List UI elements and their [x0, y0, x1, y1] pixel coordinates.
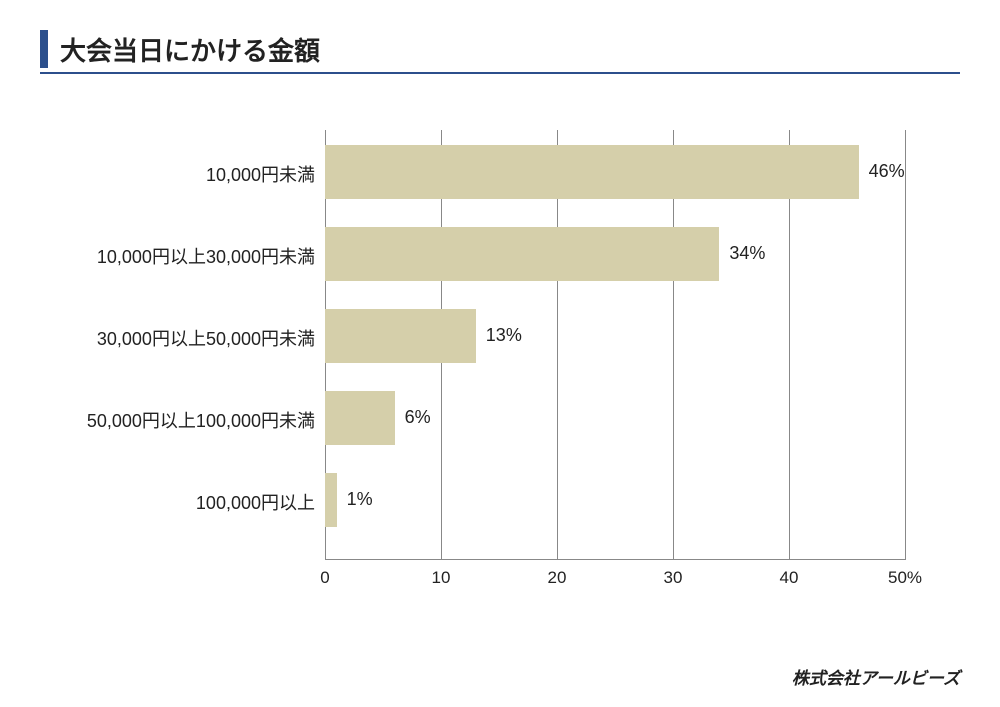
bar-value: 13%: [486, 325, 522, 346]
bar: [325, 227, 719, 281]
footer-company: 株式会社アールビーズ: [792, 664, 960, 689]
x-axis: [325, 559, 905, 560]
x-tick-label: 0: [320, 568, 329, 588]
gridline: [905, 130, 906, 560]
bar-label: 30,000円以上50,000円未満: [65, 325, 315, 351]
x-tick-label: 20: [548, 568, 567, 588]
bar-value: 6%: [405, 407, 431, 428]
x-tick-label: 40: [780, 568, 799, 588]
plot-area: 10,000円未満46%10,000円以上30,000円未満34%30,000円…: [325, 130, 905, 560]
bar-value: 34%: [729, 243, 765, 264]
bar-value: 46%: [869, 161, 905, 182]
bar-label: 100,000円以上: [65, 489, 315, 515]
bar-value: 1%: [347, 489, 373, 510]
x-tick-label: 30: [664, 568, 683, 588]
bar-label: 10,000円以上30,000円未満: [65, 243, 315, 269]
bar-label: 50,000円以上100,000円未満: [65, 407, 315, 433]
x-tick-label: 10: [432, 568, 451, 588]
bar-label: 10,000円未満: [65, 161, 315, 187]
page-title: 大会当日にかける金額: [60, 31, 320, 68]
title-underline: [40, 72, 960, 74]
title-bar: 大会当日にかける金額: [40, 30, 320, 68]
bar: [325, 309, 476, 363]
bar: [325, 473, 337, 527]
x-tick-label: 50%: [888, 568, 922, 588]
chart: 10,000円未満46%10,000円以上30,000円未満34%30,000円…: [70, 130, 940, 600]
bar: [325, 391, 395, 445]
bar: [325, 145, 859, 199]
title-accent: [40, 30, 48, 68]
